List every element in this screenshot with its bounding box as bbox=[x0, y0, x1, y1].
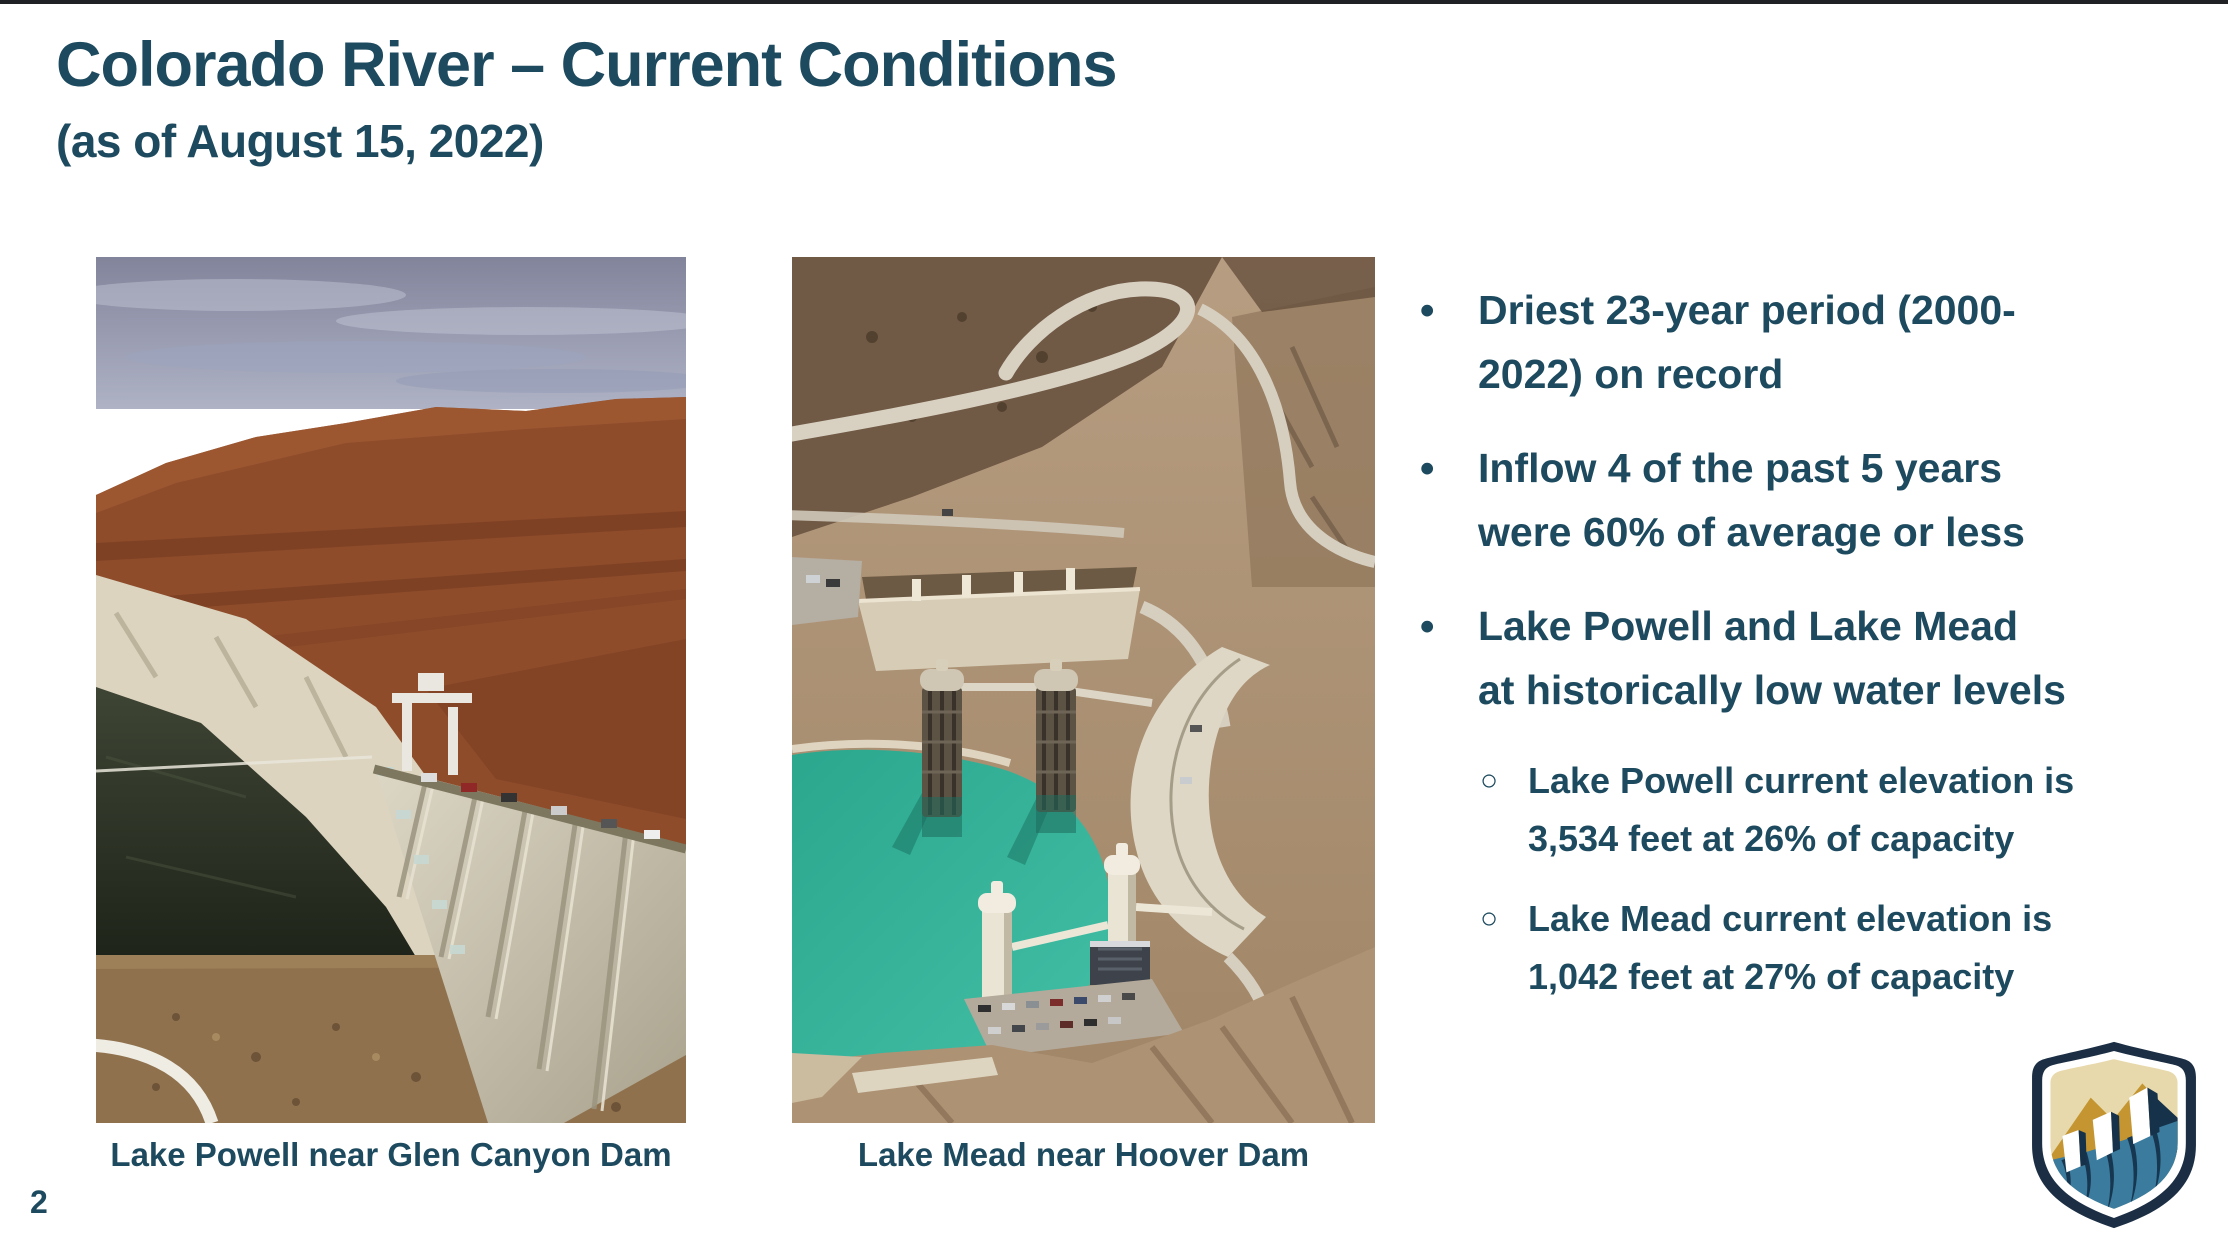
sub-bullet-text: Lake Powell current elevation is 3,534 f… bbox=[1528, 760, 2075, 859]
sub-bullet-list: ○ Lake Powell current elevation is 3,534… bbox=[1408, 752, 2220, 1006]
bullet-dot-icon: • bbox=[1420, 445, 1435, 491]
bullet-text: Inflow 4 of the past 5 years were 60% of… bbox=[1478, 445, 2025, 555]
parked-cars bbox=[978, 993, 1135, 1034]
bullet-inflow: • Inflow 4 of the past 5 years were 60% … bbox=[1408, 436, 2220, 564]
hoover-dam-illustration bbox=[792, 257, 1375, 1123]
bullet-text: Driest 23-year period (2000- 2022) on re… bbox=[1478, 287, 2016, 397]
bullet-driest-period: • Driest 23-year period (2000- 2022) on … bbox=[1408, 278, 2220, 406]
main-bullet-list: • Driest 23-year period (2000- 2022) on … bbox=[1408, 278, 2220, 722]
bullet-low-water-levels: • Lake Powell and Lake Mead at historica… bbox=[1408, 594, 2220, 722]
bullet-dot-icon: • bbox=[1420, 603, 1435, 649]
page-subtitle: (as of August 15, 2022) bbox=[56, 115, 544, 167]
sub-bullet-lake-mead-elevation: ○ Lake Mead current elevation is 1,042 f… bbox=[1408, 890, 2220, 1006]
bureau-of-reclamation-logo bbox=[2032, 1041, 2196, 1229]
page-number: 2 bbox=[30, 1184, 48, 1220]
page-title: Colorado River – Current Conditions bbox=[56, 30, 1118, 100]
bullet-dot-icon: • bbox=[1420, 287, 1435, 333]
caption-lake-powell: Lake Powell near Glen Canyon Dam bbox=[110, 1136, 672, 1173]
circle-bullet-icon: ○ bbox=[1480, 902, 1499, 935]
bullet-list-section: • Driest 23-year period (2000- 2022) on … bbox=[1408, 278, 2220, 1028]
title-block: Colorado River – Current Conditions (as … bbox=[56, 28, 1118, 168]
photo-lake-mead-hoover-dam bbox=[792, 257, 1375, 1123]
bullet-text: Lake Powell and Lake Mead at historicall… bbox=[1478, 603, 2066, 713]
glen-canyon-dam-illustration bbox=[96, 257, 686, 1123]
window-top-edge bbox=[0, 0, 2228, 4]
logo-water bbox=[2050, 1120, 2178, 1209]
photo-lake-powell-glen-canyon-dam bbox=[96, 257, 686, 1123]
intake-towers-upper bbox=[920, 659, 1153, 837]
caption-lake-mead: Lake Mead near Hoover Dam bbox=[857, 1136, 1310, 1173]
circle-bullet-icon: ○ bbox=[1480, 764, 1499, 797]
sub-bullet-lake-powell-elevation: ○ Lake Powell current elevation is 3,534… bbox=[1408, 752, 2220, 868]
sub-bullet-text: Lake Mead current elevation is 1,042 fee… bbox=[1528, 898, 2053, 997]
logo-dam-towers bbox=[2062, 1087, 2160, 1173]
